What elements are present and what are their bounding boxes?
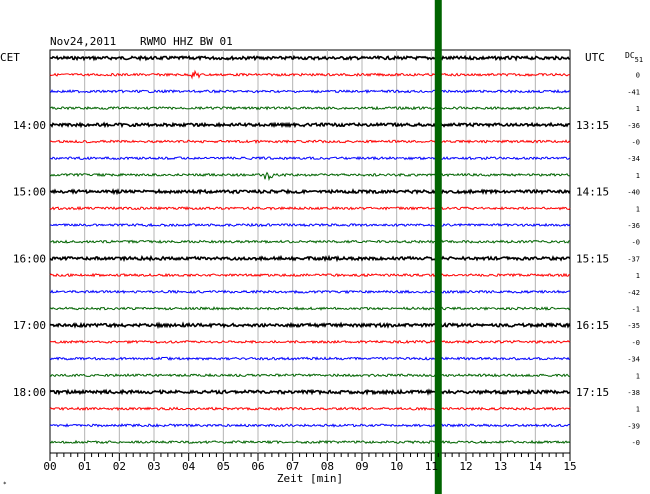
trace-line bbox=[49, 372, 571, 378]
x-axis-label: Zeit [min] bbox=[277, 472, 343, 485]
dc-label: DC51 bbox=[625, 51, 643, 64]
x-tick-label: 01 bbox=[78, 460, 91, 473]
right-hour-label: 17:15 bbox=[576, 386, 609, 399]
dc-offset-label: 0 bbox=[636, 72, 640, 80]
dc-offset-label: -34 bbox=[627, 155, 640, 163]
x-tick-label: 02 bbox=[113, 460, 126, 473]
dc-offset-label: -39 bbox=[627, 422, 640, 430]
x-tick-label: 04 bbox=[182, 460, 196, 473]
right-hour-label: 14:15 bbox=[576, 186, 609, 199]
trace-line bbox=[49, 388, 571, 396]
left-timezone-label: CET bbox=[0, 51, 20, 64]
dc-offset-label: -1 bbox=[632, 306, 640, 314]
dc-offset-label: -38 bbox=[627, 389, 640, 397]
x-tick-label: 08 bbox=[321, 460, 334, 473]
trace-line bbox=[49, 321, 571, 330]
x-tick-label: 12 bbox=[459, 460, 472, 473]
trace-line bbox=[49, 171, 571, 182]
dc-offset-label: -40 bbox=[627, 189, 640, 197]
dc-offset-label: 1 bbox=[636, 272, 640, 280]
dc-offset-label: -34 bbox=[627, 356, 640, 364]
trace-line bbox=[49, 406, 571, 412]
left-hour-label: 17:00 bbox=[13, 319, 46, 332]
left-hour-label: 14:00 bbox=[13, 119, 46, 132]
station-label: RWMO HHZ BW 01 bbox=[140, 35, 233, 48]
trace-line bbox=[49, 439, 571, 445]
x-tick-label: 09 bbox=[355, 460, 368, 473]
dc-offset-label: 1 bbox=[636, 172, 640, 180]
left-hour-label: 16:00 bbox=[13, 252, 46, 265]
trace-line bbox=[49, 205, 571, 211]
dc-offset-label: 1 bbox=[636, 105, 640, 113]
trace-line bbox=[49, 423, 571, 428]
dc-offset-label: -36 bbox=[627, 222, 640, 230]
dc-offset-label: -0 bbox=[632, 439, 640, 447]
x-tick-label: 13 bbox=[494, 460, 507, 473]
trace-line bbox=[49, 88, 571, 94]
trace-line bbox=[49, 188, 571, 196]
x-tick-label: 06 bbox=[251, 460, 264, 473]
dc-offset-label: -42 bbox=[627, 289, 640, 297]
x-axis: 00 01 02 03 04 05 06 07 08 09 10 11 12 13 14 15 bbox=[43, 453, 577, 473]
x-tick-label: 11 bbox=[425, 460, 438, 473]
x-tick-label: 10 bbox=[390, 460, 403, 473]
trace-line bbox=[49, 69, 571, 80]
dc-offset-label: -0 bbox=[632, 339, 640, 347]
right-timezone-label: UTC bbox=[585, 51, 605, 64]
traces bbox=[49, 54, 571, 445]
x-tick-label: 05 bbox=[217, 460, 230, 473]
trace-line bbox=[49, 289, 571, 295]
trace-line bbox=[49, 105, 571, 111]
dc-offset-label: -0 bbox=[632, 239, 640, 247]
trace-line bbox=[50, 222, 571, 228]
left-hour-label: 15:00 bbox=[13, 186, 46, 199]
grid bbox=[49, 49, 571, 454]
dc-offset-label: -37 bbox=[627, 255, 640, 263]
trace-labels: 14:00 15:00 16:00 17:00 18:00 13:15 14:15 15:15… bbox=[13, 72, 640, 447]
right-hour-label: 13:15 bbox=[576, 119, 609, 132]
x-tick-label: 15 bbox=[563, 460, 576, 473]
x-tick-label: 14 bbox=[529, 460, 543, 473]
marker-bar bbox=[434, 0, 442, 494]
trace-line bbox=[49, 121, 571, 129]
trace-line bbox=[49, 356, 571, 361]
trace-line bbox=[49, 306, 571, 311]
dc-offset-label: 1 bbox=[636, 372, 640, 380]
trace-line bbox=[49, 339, 571, 345]
dc-offset-label: 1 bbox=[636, 406, 640, 414]
corner-glyph: * bbox=[3, 481, 7, 488]
trace-line bbox=[49, 239, 571, 244]
dc-offset-label: -0 bbox=[632, 139, 640, 147]
date-label: Nov24,2011 bbox=[50, 35, 116, 48]
dc-subscript: 51 bbox=[635, 56, 643, 64]
right-hour-label: 16:15 bbox=[576, 319, 609, 332]
left-hour-label: 18:00 bbox=[13, 386, 46, 399]
x-tick-label: 07 bbox=[286, 460, 299, 473]
dc-offset-label: -41 bbox=[627, 88, 640, 96]
trace-line bbox=[49, 139, 571, 144]
trace-line bbox=[49, 272, 571, 278]
trace-line bbox=[49, 155, 571, 161]
dc-offset-label: -36 bbox=[627, 122, 640, 130]
green-marker bbox=[434, 0, 442, 494]
trace-line bbox=[49, 254, 571, 263]
x-tick-label: 00 bbox=[43, 460, 56, 473]
dc-offset-label: 1 bbox=[636, 205, 640, 213]
trace-line bbox=[50, 54, 571, 62]
plot-frame bbox=[49, 49, 571, 454]
right-hour-label: 15:15 bbox=[576, 252, 609, 265]
x-tick-label: 03 bbox=[147, 460, 160, 473]
dc-offset-label: -35 bbox=[627, 322, 640, 330]
